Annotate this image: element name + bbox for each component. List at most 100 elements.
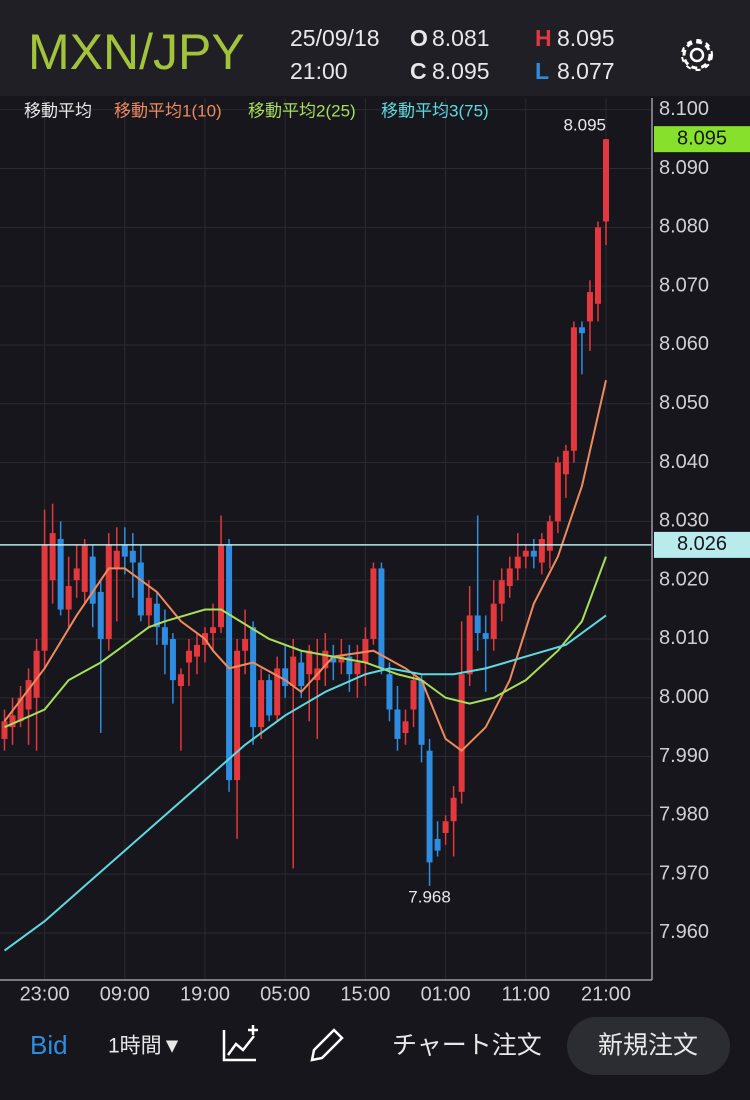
candle-body (490, 603, 497, 639)
legend-entry: 移動平均1(10) (114, 101, 222, 120)
candle-body (522, 550, 529, 557)
candle-body (338, 656, 345, 663)
candle-body (25, 680, 32, 710)
candle-body (97, 591, 104, 639)
candle-body (410, 680, 417, 710)
candle-body (290, 656, 297, 686)
last-price-tag (654, 126, 750, 153)
candle-body (258, 680, 265, 728)
candle-body (386, 674, 393, 710)
chart-order[interactable]: チャート注文 (392, 1032, 542, 1060)
candle-body (603, 139, 609, 222)
x-tick-label: 21:00 (581, 983, 631, 1005)
low-value: 8.077 (557, 58, 615, 84)
date: 25/09/18 (290, 25, 380, 51)
candle-body (362, 638, 369, 663)
y-tick-label: 8.090 (659, 157, 709, 179)
candle-body (210, 627, 217, 634)
candle-body (458, 674, 465, 792)
pair: MXN/JPY (28, 24, 245, 80)
candle-body (434, 838, 441, 851)
candle-body (177, 674, 184, 686)
new-order-button[interactable] (567, 1017, 730, 1075)
y-tick-label: 8.000 (659, 686, 709, 708)
x-tick-label: 01:00 (421, 983, 471, 1005)
candle-body (450, 797, 457, 822)
current-price-label: 8.026 (677, 533, 727, 555)
x-tick-label: 11:00 (502, 983, 551, 1005)
legend-title: 移動平均 (24, 101, 92, 120)
close-label: C (410, 58, 427, 84)
moving-average-line (4, 556, 607, 729)
candle-body (49, 533, 56, 581)
candle-body (81, 544, 88, 592)
candle-body (370, 568, 377, 639)
candle-body (514, 556, 521, 569)
y-tick-label: 7.980 (659, 804, 709, 826)
candle-body (105, 544, 112, 639)
candle-body (266, 680, 273, 716)
y-tick-label: 8.010 (659, 627, 709, 649)
current-price-tag (654, 531, 750, 558)
close-value: 8.095 (432, 58, 490, 84)
legend-entry: 移動平均3(75) (381, 101, 489, 120)
candle-body (9, 715, 16, 728)
y-tick-label: 8.060 (659, 333, 709, 355)
high-label: H (535, 25, 552, 51)
candle-body (570, 327, 577, 451)
candle-body (482, 633, 489, 639)
candle-body (578, 327, 585, 334)
candle-body (226, 544, 233, 781)
candle-body (137, 562, 144, 616)
candle-body (378, 568, 385, 669)
candle-body (57, 539, 64, 610)
indicator-icon[interactable] (222, 1025, 258, 1062)
candle-body (530, 550, 537, 557)
y-tick-label: 7.990 (659, 745, 709, 767)
candle-body (193, 644, 200, 657)
candle-body (394, 709, 401, 739)
x-tick-label: 15:00 (340, 983, 390, 1005)
candle-body (282, 668, 289, 686)
candle-body (554, 462, 561, 522)
candle-body (242, 638, 249, 651)
candle-body (442, 821, 449, 833)
x-tick-label: 05:00 (260, 983, 310, 1005)
candle-body (185, 650, 192, 663)
open-label: O (410, 25, 428, 51)
candle-body (17, 697, 24, 722)
moving-average-line (3, 380, 607, 752)
price-type[interactable]: Bid (30, 1030, 68, 1060)
candle-body (306, 650, 313, 675)
candle-body (426, 750, 433, 863)
candle-body (161, 627, 168, 645)
y-tick-label: 8.040 (659, 451, 709, 473)
max-label: 8.095 (563, 116, 606, 135)
candle-body (73, 568, 80, 581)
open-value: 8.081 (432, 25, 490, 51)
candle-body (402, 721, 409, 734)
y-tick-label: 8.030 (659, 510, 709, 532)
low-label: L (535, 58, 549, 84)
candle-body (65, 586, 72, 610)
high-value: 8.095 (557, 25, 615, 51)
new-order-label[interactable]: 新規注文 (598, 1032, 698, 1060)
candle-body (145, 597, 152, 616)
x-tick-label: 09:00 (100, 983, 150, 1005)
candle-body (594, 227, 601, 304)
settings-icon[interactable] (681, 39, 713, 71)
candle-body (538, 539, 545, 563)
y-tick-label: 7.970 (659, 862, 709, 884)
candle-body (113, 550, 120, 569)
candle-body (586, 292, 593, 322)
candle-body (41, 544, 48, 651)
draw-icon[interactable] (310, 1028, 344, 1062)
last-price-label: 8.095 (677, 127, 727, 149)
candle-body (33, 650, 40, 698)
header-bar (0, 0, 750, 96)
candle-body (218, 544, 225, 628)
y-tick-label: 8.100 (659, 98, 709, 120)
interval[interactable]: 1時間▼ (108, 1035, 182, 1058)
